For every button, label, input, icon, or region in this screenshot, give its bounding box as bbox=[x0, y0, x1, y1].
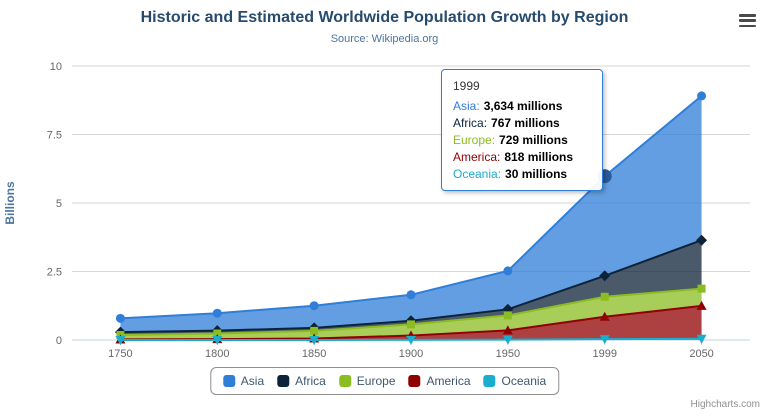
hamburger-menu-icon bbox=[739, 19, 756, 22]
point-africa-2050[interactable] bbox=[696, 234, 708, 246]
tooltip-value: 729 millions bbox=[499, 133, 568, 147]
tooltip-series-name: Africa bbox=[453, 116, 487, 130]
x-axis-label: 1950 bbox=[496, 348, 520, 360]
tooltip-row: Africa 767 millions bbox=[453, 115, 591, 132]
legend-label: America bbox=[426, 374, 471, 388]
highcharts-credits-link[interactable]: Highcharts.com bbox=[690, 399, 760, 410]
point-oceania-1800[interactable] bbox=[212, 335, 223, 345]
tooltip-value: 30 millions bbox=[505, 167, 568, 181]
legend-symbol-europe bbox=[338, 375, 351, 387]
export-menu-button[interactable] bbox=[739, 14, 756, 27]
point-oceania-1750[interactable] bbox=[115, 335, 126, 345]
point-oceania-2050[interactable] bbox=[696, 334, 707, 344]
tooltip-header: 1999 bbox=[453, 79, 480, 93]
tooltip-rows: Asia3,634 millionsAfrica767 millionsEuro… bbox=[453, 98, 591, 183]
legend-label: Oceania bbox=[501, 374, 547, 388]
point-africa-1999[interactable] bbox=[599, 270, 611, 282]
hamburger-menu-icon bbox=[739, 24, 756, 27]
tooltip-series-name: Asia bbox=[453, 99, 480, 113]
tooltip-row: America 818 millions bbox=[453, 149, 591, 166]
legend: Asia Africa Europe America Oceania bbox=[209, 367, 560, 395]
legend-item-asia[interactable]: Asia bbox=[222, 374, 265, 388]
point-america-1999[interactable] bbox=[599, 311, 610, 321]
tooltip-value: 767 millions bbox=[491, 116, 560, 130]
point-asia-1900[interactable] bbox=[406, 290, 416, 300]
point-oceania-1900[interactable] bbox=[406, 335, 416, 345]
point-oceania-1950[interactable] bbox=[502, 335, 513, 345]
hamburger-menu-icon bbox=[739, 14, 756, 17]
point-america-2050[interactable] bbox=[696, 300, 707, 310]
series-area-america[interactable] bbox=[120, 305, 702, 340]
legend-item-europe[interactable]: Europe bbox=[338, 374, 396, 388]
legend-label: Africa bbox=[295, 374, 326, 388]
tooltip-row: Asia3,634 millions bbox=[453, 98, 591, 115]
legend-symbol-africa bbox=[277, 375, 290, 387]
point-europe-1800[interactable] bbox=[213, 329, 222, 338]
point-europe-1999[interactable] bbox=[600, 292, 609, 301]
legend-symbol-oceania bbox=[483, 375, 496, 387]
chart-subtitle: Source: Wikipedia.org bbox=[330, 33, 439, 45]
tooltip-value: 818 millions bbox=[504, 150, 574, 164]
point-europe-1850[interactable] bbox=[310, 326, 319, 335]
tooltip-value: 3,634 millions bbox=[483, 99, 563, 113]
tooltip-row: Oceania 30 millions bbox=[453, 166, 591, 183]
y-axis-title: Billions bbox=[3, 181, 17, 225]
legend-symbol-america bbox=[408, 375, 421, 387]
x-axis-label: 1750 bbox=[108, 348, 132, 360]
y-axis-label: 10 bbox=[50, 61, 62, 73]
y-axis-label: 0 bbox=[56, 335, 62, 347]
legend-item-america[interactable]: America bbox=[408, 374, 471, 388]
tooltip: 1999 Asia3,634 millionsAfrica767 million… bbox=[441, 69, 603, 191]
legend-item-oceania[interactable]: Oceania bbox=[483, 374, 547, 388]
series-area-africa[interactable] bbox=[120, 240, 702, 335]
point-america-1950[interactable] bbox=[502, 325, 513, 335]
series-area-asia[interactable] bbox=[120, 95, 702, 333]
tooltip-series-name: America bbox=[453, 150, 500, 164]
tooltip-series-name: Oceania bbox=[453, 167, 501, 181]
legend-symbol-asia bbox=[222, 375, 235, 387]
x-axis-label: 1850 bbox=[302, 348, 326, 360]
point-asia-1750[interactable] bbox=[115, 313, 125, 323]
tooltip-series-name: Europe bbox=[453, 133, 495, 147]
point-asia-2050[interactable] bbox=[697, 91, 707, 101]
legend-item-africa[interactable]: Africa bbox=[277, 374, 326, 388]
point-asia-1950[interactable] bbox=[503, 266, 513, 276]
y-axis-label: 7.5 bbox=[47, 130, 62, 142]
point-asia-1850[interactable] bbox=[309, 301, 319, 311]
point-europe-1950[interactable] bbox=[503, 311, 512, 320]
point-europe-2050[interactable] bbox=[697, 284, 706, 293]
point-oceania-1850[interactable] bbox=[309, 335, 320, 345]
tooltip-row: Europe 729 millions bbox=[453, 132, 591, 149]
chart-title: Historic and Estimated Worldwide Populat… bbox=[140, 9, 629, 26]
x-axis-label: 2050 bbox=[689, 348, 713, 360]
x-axis-label: 1999 bbox=[592, 348, 616, 360]
point-oceania-1999[interactable] bbox=[599, 335, 610, 345]
y-axis-label: 5 bbox=[56, 198, 62, 210]
point-europe-1900[interactable] bbox=[407, 320, 415, 329]
x-axis-label: 1800 bbox=[205, 348, 229, 360]
x-axis-label: 1900 bbox=[399, 348, 423, 360]
point-asia-1800[interactable] bbox=[212, 308, 222, 318]
legend-label: Asia bbox=[240, 374, 265, 388]
legend-label: Europe bbox=[356, 374, 396, 388]
y-axis-label: 2.5 bbox=[47, 267, 62, 279]
